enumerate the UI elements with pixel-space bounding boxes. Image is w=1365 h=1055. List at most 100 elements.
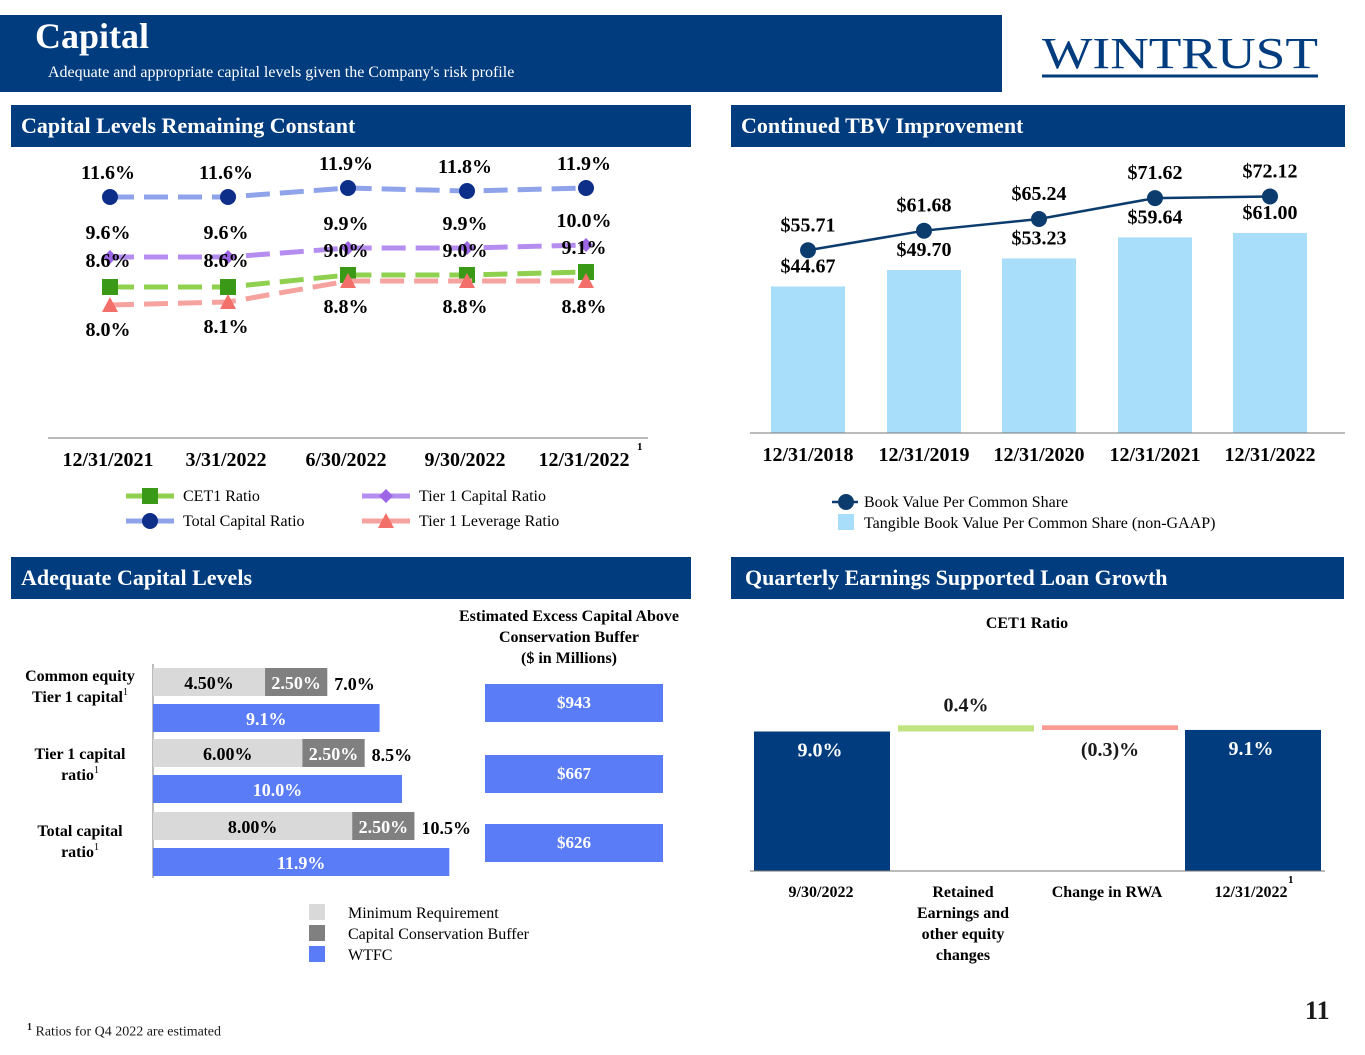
adequate-capital-bar-chart: 4.50% 2.50% 7.0% 9.1% Common equity Tier 1 ca… <box>25 608 679 964</box>
buffer-bar <box>265 668 328 696</box>
bvps-data-label: $72.12 <box>1243 160 1298 182</box>
waterfall-bar <box>754 731 890 871</box>
buffer-bar <box>352 812 415 840</box>
tbv-bar <box>771 286 845 433</box>
legend-marker <box>309 925 325 941</box>
bvps-data-label: $71.62 <box>1128 162 1183 184</box>
buffer-label: 2.50% <box>359 817 409 837</box>
tier-1-capital-ratio-point <box>103 250 117 264</box>
footnote-marker-x-axis: 1 <box>637 441 643 453</box>
wtfc-label: 9.1% <box>246 709 287 729</box>
total-capital-ratio-data-label: 11.9% <box>319 153 373 175</box>
footnote-marker-x-axis: 1 <box>1288 874 1294 886</box>
section-header-tbv: Continued TBV Improvement <box>731 105 1345 147</box>
tier-1-capital-ratio-point <box>221 250 235 264</box>
waterfall-data-label: 0.4% <box>944 694 989 716</box>
x-tick-label: 12/31/2022 <box>538 449 629 471</box>
excess-capital-label: $626 <box>557 833 591 852</box>
wtfc-bar <box>153 775 402 803</box>
minimum-requirement-label: 8.00% <box>228 817 278 837</box>
x-tick-label: Retained <box>932 884 993 901</box>
legend-marker-tier-1-capital-ratio <box>379 489 393 503</box>
minimum-requirement-bar <box>153 739 303 767</box>
legend-label-bvps: Book Value Per Common Share <box>864 494 1068 511</box>
excess-capital-bar <box>485 755 663 793</box>
excess-capital-label: $667 <box>557 764 592 783</box>
cet1-waterfall-chart: 9.0% 0.4% (0.3)% 9.1% CET1 Ratio 9/30/2022 Ret… <box>750 615 1325 964</box>
x-tick-label: 6/30/2022 <box>305 449 386 471</box>
category-label-line: Total capital <box>37 823 123 840</box>
tbv-bar <box>1002 258 1076 433</box>
buffer-bar <box>302 739 365 767</box>
tbv-data-label: $59.64 <box>1128 206 1183 228</box>
tbv-data-label: $49.70 <box>897 239 952 261</box>
minimum-requirement-bar <box>153 668 266 696</box>
title-bar <box>0 15 1002 92</box>
tier-1-capital-ratio-data-label: 9.9% <box>324 213 369 235</box>
category-label-line: Tier 1 capital <box>35 746 127 763</box>
bvps-data-label: $61.68 <box>897 195 952 217</box>
tier-1-leverage-ratio-point <box>459 273 475 288</box>
cet1-ratio-data-label: 9.1% <box>562 237 607 259</box>
tbv-data-label: $53.23 <box>1012 227 1067 249</box>
category-label-line: Tier 1 capital1 <box>32 687 128 706</box>
waterfall-title: CET1 Ratio <box>986 615 1068 632</box>
x-tick-label: 12/31/2022 <box>1224 444 1315 466</box>
wtfc-bar <box>153 704 380 732</box>
tier-1-capital-ratio-point <box>460 241 474 255</box>
legend-marker <box>309 946 325 962</box>
bvps-point <box>1031 211 1047 228</box>
legend-label: Minimum Requirement <box>348 905 499 922</box>
excess-capital-title: ($ in Millions) <box>521 650 617 667</box>
legend-label: WTFC <box>348 947 392 964</box>
section-header-quarterly: Quarterly Earnings Supported Loan Growth <box>731 557 1344 599</box>
footnote-marker: 1 <box>27 1022 32 1033</box>
x-tick-label: 12/31/2021 <box>62 449 153 471</box>
legend-label-tier-1-capital-ratio: Tier 1 Capital Ratio <box>419 488 546 505</box>
bvps-data-label: $55.71 <box>781 214 836 236</box>
legend-marker-cet1-ratio <box>142 488 158 504</box>
legend-marker-tbv <box>838 514 854 530</box>
page-number: 11 <box>1305 996 1330 1025</box>
x-tick-label: 3/31/2022 <box>185 449 266 471</box>
tier-1-leverage-ratio-data-label: 8.8% <box>443 296 488 318</box>
waterfall-data-label: 9.0% <box>798 740 843 762</box>
required-total-label: 7.0% <box>334 674 375 694</box>
page-title: Capital <box>35 16 150 56</box>
wtfc-label: 10.0% <box>253 780 303 800</box>
tier-1-capital-ratio-point <box>579 238 593 252</box>
total-capital-ratio-point <box>340 180 356 196</box>
minimum-requirement-label: 6.00% <box>203 744 253 764</box>
x-tick-label: 9/30/2022 <box>789 884 854 901</box>
tbv-bar <box>887 269 961 433</box>
bvps-point <box>800 242 816 259</box>
total-capital-ratio-data-label: 11.8% <box>438 156 492 178</box>
tier-1-capital-ratio-data-label: 9.9% <box>443 213 488 235</box>
legend-marker-tier-1-leverage-ratio <box>378 513 394 528</box>
category-label-line: ratio1 <box>61 765 99 784</box>
total-capital-ratio-data-label: 11.6% <box>199 162 253 184</box>
waterfall-bar <box>1042 725 1178 730</box>
tier-1-leverage-ratio-data-label: 8.8% <box>324 296 369 318</box>
tbv-bar <box>1233 232 1307 433</box>
cet1-ratio-data-label: 8.6% <box>86 250 131 272</box>
x-tick-label: 9/30/2022 <box>424 449 505 471</box>
wtfc-bar <box>153 848 450 876</box>
wtfc-label: 11.9% <box>277 853 326 873</box>
page-subtitle: Adequate and appropriate capital levels … <box>48 64 515 81</box>
section-header-capital-levels: Capital Levels Remaining Constant <box>11 105 691 147</box>
cet1-ratio-data-label: 8.6% <box>204 250 249 272</box>
bvps-point <box>1147 190 1163 207</box>
capital-ratio-line-chart: 11.6% 11.6% 11.9% 11.8% 11.9% 9.6% 9.6% 9.9% 9.9… <box>48 153 648 530</box>
x-tick-label: 12/31/2018 <box>762 444 853 466</box>
total-capital-ratio-data-label: 11.9% <box>557 153 611 175</box>
tier-1-leverage-ratio-point <box>220 294 236 309</box>
logo-text: WINTRUST <box>1042 29 1318 78</box>
buffer-label: 2.50% <box>309 744 359 764</box>
excess-capital-title: Conservation Buffer <box>499 629 639 646</box>
x-tick-label: 12/31/2022 <box>1215 884 1288 901</box>
minimum-requirement-bar <box>153 812 353 840</box>
legend-label-tbv: Tangible Book Value Per Common Share (no… <box>864 515 1215 532</box>
x-tick-label: 12/31/2021 <box>1109 444 1200 466</box>
x-tick-label: 12/31/2019 <box>878 444 969 466</box>
